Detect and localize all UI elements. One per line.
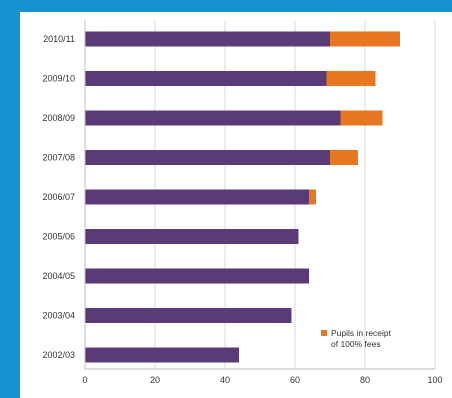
legend-label-line-2: of 100% fees [331, 339, 381, 349]
bar-segment-base-2005-06 [85, 229, 299, 244]
labels: 0 20 40 60 80 100 2010/11 2009/10 2008/09 2007/08… [42, 34, 442, 385]
x-tick-label: 20 [150, 375, 160, 385]
category-label: 2007/08 [42, 153, 75, 163]
bar-segment-fees-2010-11 [330, 31, 400, 47]
category-label: 2002/03 [42, 350, 75, 360]
category-label: 2010/11 [43, 34, 75, 44]
bar-segment-base-2010-11 [85, 31, 330, 47]
bar-segment-base-2008-09 [85, 110, 341, 126]
bar-segment-fees-2007-08 [330, 150, 358, 165]
bar-segment-fees-2008-09 [340, 110, 383, 126]
bar-segment-fees-2009-10 [326, 71, 376, 86]
x-tick-label: 60 [290, 375, 300, 385]
bars [85, 31, 400, 363]
chart-panel: 0 20 40 60 80 100 2010/11 2009/10 2008/09 2007/08… [20, 12, 452, 398]
legend-label-line-1: Pupils in receipt [331, 328, 392, 338]
bar-segment-base-2009-10 [85, 71, 327, 86]
category-label: 2006/07 [42, 192, 75, 202]
x-tick-label: 0 [82, 375, 87, 385]
bar-segment-base-2004-05 [85, 268, 309, 284]
bar-segment-base-2002-03 [85, 347, 239, 363]
category-label: 2005/06 [42, 232, 75, 242]
x-tick-label: 80 [360, 375, 370, 385]
axes [84, 20, 435, 370]
bar-segment-base-2007-08 [85, 150, 330, 165]
legend-swatch-fees [321, 330, 327, 336]
legend: Pupils in receipt of 100% fees [321, 328, 392, 349]
category-label: 2004/05 [42, 271, 75, 281]
category-label: 2003/04 [42, 311, 75, 321]
x-tick-label: 100 [427, 375, 442, 385]
bar-segment-fees-2006-07 [309, 189, 316, 205]
x-tick-label: 40 [220, 375, 230, 385]
bar-chart: 0 20 40 60 80 100 2010/11 2009/10 2008/09 2007/08… [42, 20, 443, 385]
category-label: 2008/09 [42, 113, 75, 123]
category-label: 2009/10 [42, 74, 75, 84]
bar-segment-base-2003-04 [85, 308, 292, 323]
bar-segment-base-2006-07 [85, 189, 309, 205]
